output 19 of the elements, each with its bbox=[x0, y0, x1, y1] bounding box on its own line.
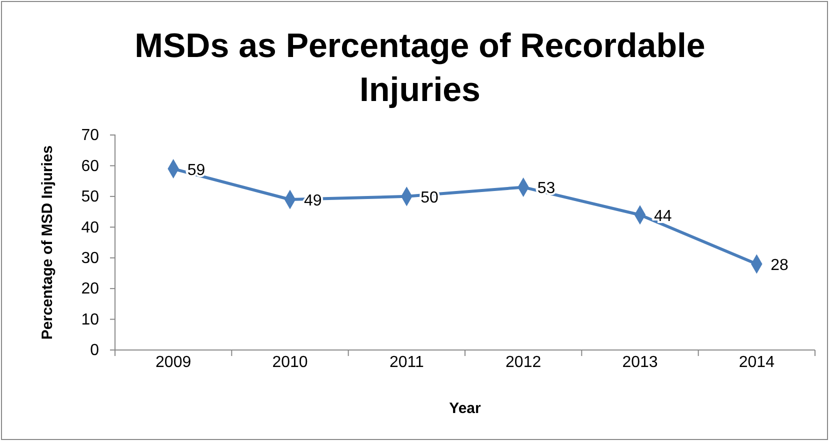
x-tick-label: 2009 bbox=[156, 354, 192, 371]
chart-title: MSDs as Percentage of Recordable Injuries bbox=[134, 27, 706, 109]
x-tick-label: 2012 bbox=[506, 354, 542, 371]
y-tick-label: 30 bbox=[81, 250, 100, 267]
y-axis-title: Percentage of MSD Injuries bbox=[39, 145, 56, 340]
y-tick-label: 70 bbox=[81, 127, 100, 144]
x-tick-label: 2013 bbox=[622, 354, 658, 371]
x-tick-label: 2011 bbox=[389, 354, 424, 371]
y-tick-label: 60 bbox=[81, 158, 100, 175]
x-axis-title: Year bbox=[449, 400, 482, 417]
y-tick-label: 0 bbox=[90, 342, 100, 360]
y-tick-label: 10 bbox=[81, 311, 100, 328]
data-label: 44 bbox=[654, 208, 672, 225]
data-label: 28 bbox=[770, 257, 789, 274]
y-tick-label: 50 bbox=[81, 188, 100, 206]
x-tick-label: 2010 bbox=[272, 354, 308, 371]
y-tick-label: 40 bbox=[81, 219, 100, 236]
y-tick-label: 20 bbox=[81, 280, 100, 298]
x-tick-label: 2014 bbox=[738, 354, 775, 371]
